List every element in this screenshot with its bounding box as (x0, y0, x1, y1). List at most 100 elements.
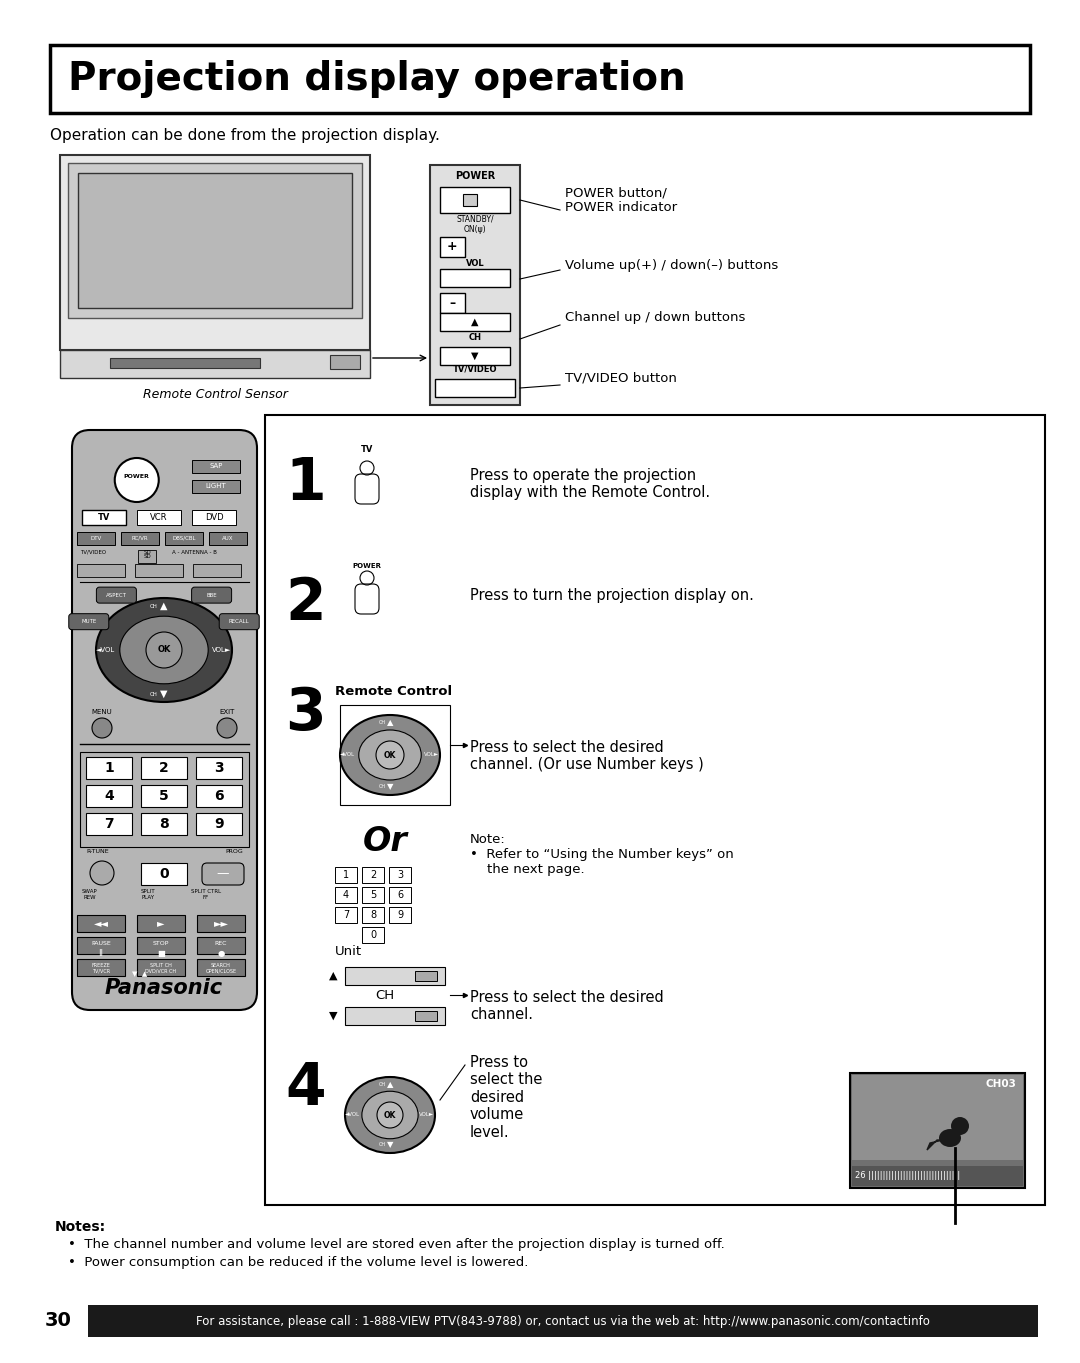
Text: VOL►: VOL► (424, 752, 440, 758)
Text: SD: SD (144, 551, 151, 555)
Text: PROG: PROG (226, 849, 243, 855)
Text: CH: CH (469, 333, 482, 342)
Text: 4: 4 (285, 1060, 326, 1118)
Circle shape (377, 1103, 403, 1129)
Text: Panasonic: Panasonic (105, 979, 224, 998)
Text: 4: 4 (104, 789, 113, 803)
Bar (137, 960, 185, 976)
Text: BBE: BBE (206, 593, 217, 597)
Text: ►►: ►► (214, 919, 229, 928)
Bar (195, 785, 242, 807)
Bar (80, 752, 249, 846)
Text: –: – (449, 297, 455, 309)
FancyBboxPatch shape (96, 587, 136, 602)
Bar (86, 756, 132, 780)
Ellipse shape (345, 1077, 435, 1153)
Text: POWER: POWER (455, 170, 495, 181)
Bar (265, 414, 1045, 1205)
Circle shape (114, 458, 159, 502)
Text: •  The channel number and volume level are stored even after the projection disp: • The channel number and volume level ar… (68, 1238, 725, 1251)
Text: ▼: ▼ (387, 1141, 393, 1149)
Bar (60, 350, 370, 378)
Bar (137, 510, 181, 525)
Text: Note:
•  Refer to “Using the Number keys” on
    the next page.: Note: • Refer to “Using the Number keys”… (470, 833, 733, 876)
Bar (362, 906, 384, 923)
Text: Volume up(+) / down(–) buttons: Volume up(+) / down(–) buttons (565, 259, 779, 271)
Text: CH: CH (378, 721, 386, 725)
Text: POWER: POWER (124, 474, 150, 478)
Text: DBS/CBL: DBS/CBL (172, 536, 195, 541)
Bar (435, 379, 515, 397)
Bar (335, 906, 357, 923)
Text: ■: ■ (157, 949, 165, 958)
Text: POWER button/
POWER indicator: POWER button/ POWER indicator (565, 185, 677, 214)
Text: SPLIT CH
DVD/VCR CH: SPLIT CH DVD/VCR CH (146, 964, 176, 973)
Bar (165, 532, 203, 545)
Text: DVD: DVD (205, 512, 224, 522)
Text: TV: TV (98, 512, 110, 522)
Text: TV: TV (361, 444, 374, 454)
Text: STANDBY/
ON(ψ): STANDBY/ ON(ψ) (456, 215, 494, 234)
Text: 2: 2 (369, 870, 376, 880)
Text: ▼  ▲: ▼ ▲ (133, 970, 148, 977)
Bar (195, 812, 242, 836)
Bar (389, 887, 411, 904)
Text: CH: CH (150, 691, 158, 696)
Text: REC: REC (215, 940, 227, 946)
Ellipse shape (340, 716, 440, 795)
Text: Remote Control: Remote Control (335, 686, 453, 698)
FancyBboxPatch shape (72, 429, 257, 1010)
Text: Press to
select the
desired
volume
level.: Press to select the desired volume level… (470, 1055, 542, 1139)
Ellipse shape (362, 1092, 418, 1138)
Bar (330, 354, 360, 369)
Circle shape (90, 861, 114, 885)
FancyBboxPatch shape (191, 587, 231, 602)
Text: 6: 6 (214, 789, 224, 803)
Text: 8: 8 (159, 816, 168, 831)
Text: Unit: Unit (335, 945, 362, 958)
Text: •  Power consumption can be reduced if the volume level is lowered.: • Power consumption can be reduced if th… (68, 1255, 528, 1269)
Text: 5: 5 (159, 789, 168, 803)
Text: POWER: POWER (352, 563, 381, 568)
Text: OK: OK (383, 751, 396, 759)
Text: II: II (98, 949, 104, 958)
Bar (440, 237, 465, 258)
Bar (68, 164, 362, 318)
Bar (78, 173, 352, 308)
Text: 9: 9 (397, 910, 403, 920)
Text: ◄VOL: ◄VOL (346, 1112, 361, 1118)
Bar (362, 887, 384, 904)
Text: SPLIT CTRL
FF: SPLIT CTRL FF (191, 889, 221, 900)
Bar (345, 966, 445, 985)
Text: ▲: ▲ (328, 970, 337, 981)
Text: 5: 5 (369, 890, 376, 900)
Bar (141, 756, 187, 780)
Bar (141, 863, 187, 885)
Text: DTV: DTV (91, 536, 102, 541)
Text: 8: 8 (370, 910, 376, 920)
Text: ◄VOL: ◄VOL (340, 752, 355, 758)
Bar (362, 867, 384, 883)
Bar (86, 785, 132, 807)
Text: Notes:: Notes: (55, 1220, 106, 1234)
Text: Operation can be done from the projection display.: Operation can be done from the projectio… (50, 128, 440, 143)
Bar (440, 269, 510, 288)
Bar (440, 313, 510, 331)
Text: Press to select the desired
channel. (Or use Number keys ): Press to select the desired channel. (Or… (470, 740, 704, 773)
Bar (440, 348, 510, 365)
Bar (440, 293, 465, 313)
Bar (192, 510, 237, 525)
Text: VOL►: VOL► (419, 1112, 434, 1118)
Bar (852, 1165, 1023, 1186)
Circle shape (217, 718, 237, 737)
Bar (440, 187, 510, 213)
Bar (193, 564, 241, 577)
Text: R-TUNE: R-TUNE (86, 849, 109, 855)
Bar (77, 915, 125, 932)
Text: STOP: STOP (152, 940, 170, 946)
Bar (977, 1075, 1023, 1093)
Bar (192, 459, 240, 473)
Text: SPLIT
PLAY: SPLIT PLAY (140, 889, 156, 900)
Bar (852, 1075, 1023, 1160)
Text: Press to select the desired
channel.: Press to select the desired channel. (470, 990, 664, 1022)
